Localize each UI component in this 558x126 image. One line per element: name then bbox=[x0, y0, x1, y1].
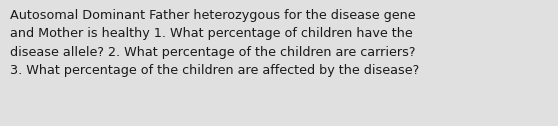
Text: Autosomal Dominant Father heterozygous for the disease gene
and Mother is health: Autosomal Dominant Father heterozygous f… bbox=[10, 9, 419, 77]
